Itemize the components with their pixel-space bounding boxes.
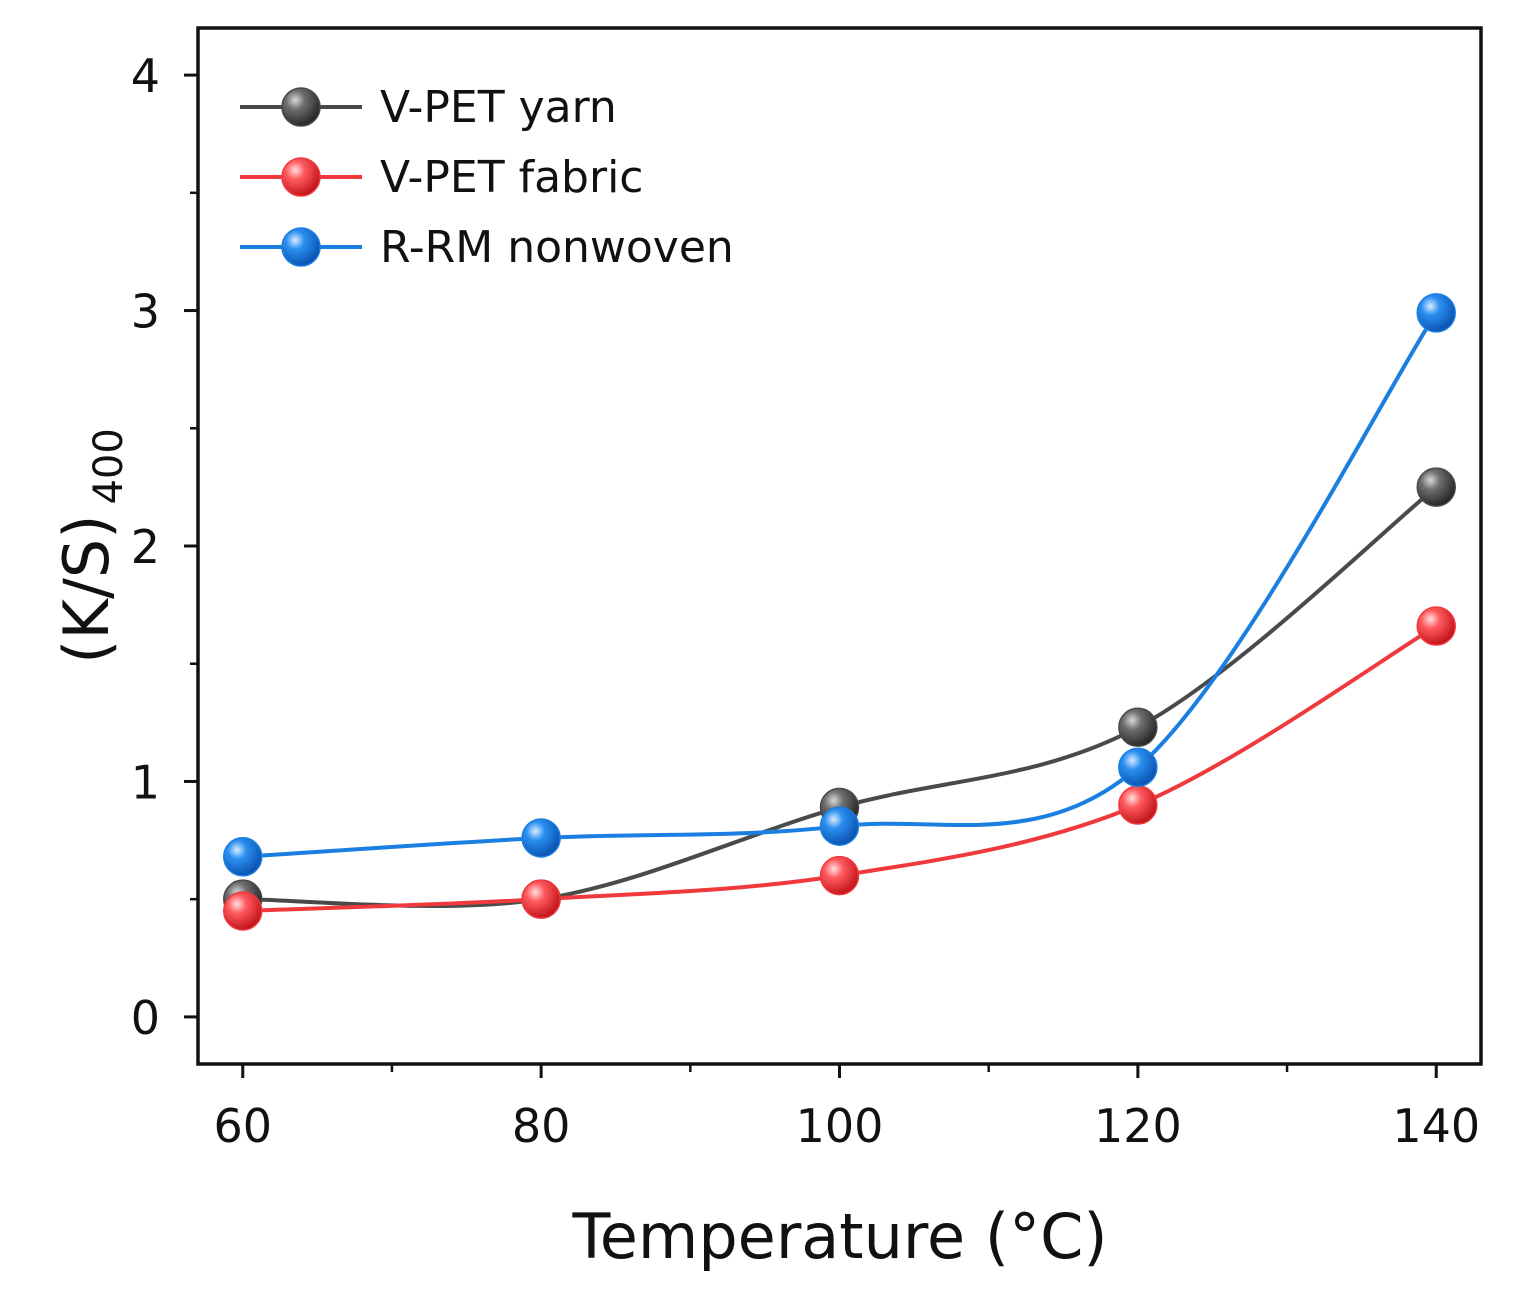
data-point xyxy=(1416,606,1456,646)
data-point xyxy=(223,837,263,877)
x-tick-label: 100 xyxy=(796,1099,884,1153)
data-point xyxy=(521,879,561,919)
legend: V-PET yarn V-PET fabric R-RM nonwoven xyxy=(240,82,734,273)
axis-ticks: 60 80 100 120 140 0 1 2 3 4 xyxy=(131,49,1480,1153)
data-point xyxy=(223,891,263,931)
data-point xyxy=(1416,293,1456,333)
y-tick-label: 2 xyxy=(131,520,160,574)
x-tick-label: 80 xyxy=(512,1099,571,1153)
y-axis-title-main: (K/S) xyxy=(50,515,123,664)
data-point xyxy=(1118,747,1158,788)
legend-marker xyxy=(281,227,321,267)
series-points xyxy=(223,293,1456,931)
x-tick-label: 60 xyxy=(213,1099,272,1153)
data-point xyxy=(1118,707,1158,748)
data-point xyxy=(819,806,860,846)
data-point xyxy=(819,855,860,896)
y-axis-title: (K/S) 400 xyxy=(50,428,132,664)
data-point xyxy=(521,818,561,858)
legend-marker xyxy=(281,157,321,197)
y-tick-label: 0 xyxy=(131,991,160,1045)
series-line-3 xyxy=(242,311,1438,859)
x-axis-title: Temperature (°C) xyxy=(571,1200,1107,1273)
data-point xyxy=(1118,785,1158,825)
x-tick-label: 120 xyxy=(1094,1099,1182,1153)
x-tick-label: 140 xyxy=(1392,1099,1480,1153)
data-point xyxy=(1416,467,1456,507)
legend-label: V-PET yarn xyxy=(380,82,617,133)
y-tick-label: 1 xyxy=(131,755,160,809)
legend-label: V-PET fabric xyxy=(380,152,643,203)
y-tick-label: 4 xyxy=(131,49,160,103)
legend-label: R-RM nonwoven xyxy=(380,222,734,273)
legend-marker xyxy=(281,87,321,127)
y-tick-label: 3 xyxy=(131,285,160,339)
y-axis-title-subscript: 400 xyxy=(86,428,132,504)
